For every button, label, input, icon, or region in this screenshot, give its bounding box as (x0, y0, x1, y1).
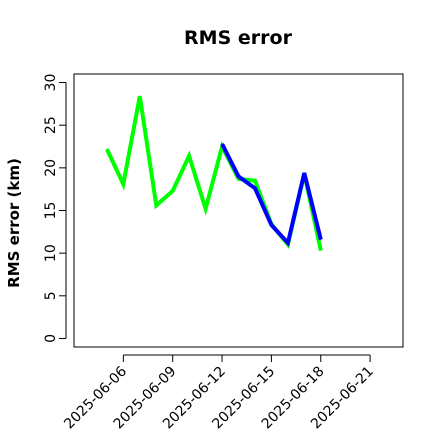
plot-frame (73, 73, 404, 348)
data-point (320, 239, 322, 241)
y-axis: 0 5 10 15 20 25 30 (43, 74, 67, 343)
series-line-0 (105, 95, 323, 252)
y-tick-label: 15 (43, 202, 59, 220)
data-point (188, 155, 190, 157)
x-axis: 2025-06-062025-06-092025-06-122025-06-15… (61, 354, 377, 432)
data-point (139, 95, 141, 97)
y-axis-label: RMS error (km) (5, 158, 23, 288)
chart-title: RMS error (184, 27, 293, 49)
data-point (221, 143, 223, 145)
data-point (287, 242, 289, 244)
y-tick-label: 5 (43, 291, 59, 300)
y-tick-label: 20 (43, 159, 59, 177)
data-point (122, 183, 124, 185)
data-point (205, 208, 207, 210)
data-point (254, 187, 256, 189)
series-layer (105, 95, 323, 252)
data-point (254, 180, 256, 182)
data-point (270, 224, 272, 226)
y-tick-label: 10 (43, 244, 59, 262)
data-point (320, 250, 322, 252)
y-tick-label: 25 (43, 116, 59, 134)
data-point (172, 190, 174, 192)
data-point (238, 175, 239, 177)
y-tick-label: 0 (43, 334, 59, 343)
data-point (303, 172, 305, 174)
y-tick-label: 30 (43, 74, 59, 92)
data-point (106, 148, 108, 150)
series-line-1 (220, 143, 323, 248)
data-point (155, 204, 157, 206)
